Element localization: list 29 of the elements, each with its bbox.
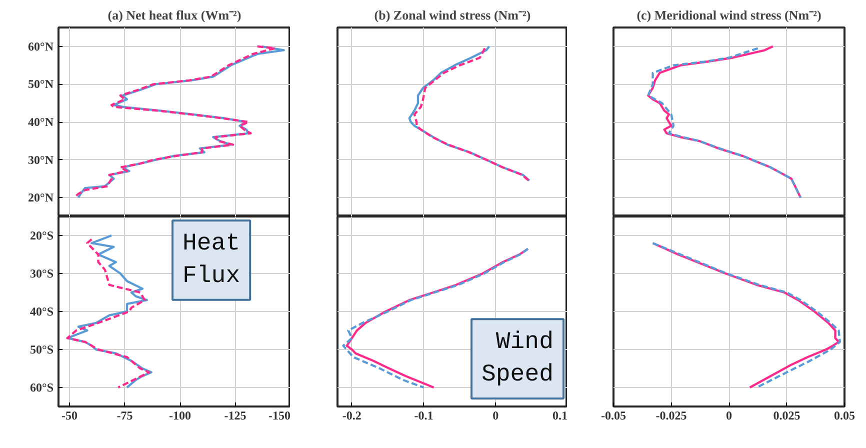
x-tick-label: 0.05 [834,408,855,422]
x-tick-label: -50 [62,408,78,422]
x-tick-label: -0.2 [342,408,362,422]
y-tick-label: 50°S [30,342,54,356]
chart-title: (a) Net heat flux (Wm⁻²) [108,8,242,22]
y-tick-label: 40°N [28,115,54,129]
y-tick-label: 20°N [28,190,54,205]
annotation: Heat Flux [182,230,240,290]
chart-title: (b) Zonal wind stress (Nm⁻²) [374,8,531,22]
y-tick-label: 30°S [30,266,54,280]
y-tick-label: 50°N [28,77,54,92]
chart-title: (c) Meridional wind stress (Nm⁻²) [636,8,822,22]
y-tick-label: 40°S [30,304,54,318]
y-tick-label: 60°N [28,39,54,54]
x-tick-label: 0 [492,408,499,422]
annotation: Wind Speed [481,329,554,388]
x-tick-label: -125 [224,408,246,422]
y-tick-label: 60°S [30,380,54,394]
x-tick-label: -75 [116,408,133,422]
x-tick-label: -0.1 [414,408,434,422]
x-tick-label: -0.025 [656,408,687,422]
y-tick-label: 20°S [30,228,54,242]
x-tick-label: -150 [268,408,291,422]
x-tick-label: -0.05 [601,408,626,422]
x-tick-label: 0.025 [773,408,800,422]
x-tick-label: 0.1 [552,408,568,422]
x-tick-label: -100 [169,408,192,422]
x-tick-label: 0 [726,408,732,422]
y-tick-label: 30°N [28,152,54,167]
